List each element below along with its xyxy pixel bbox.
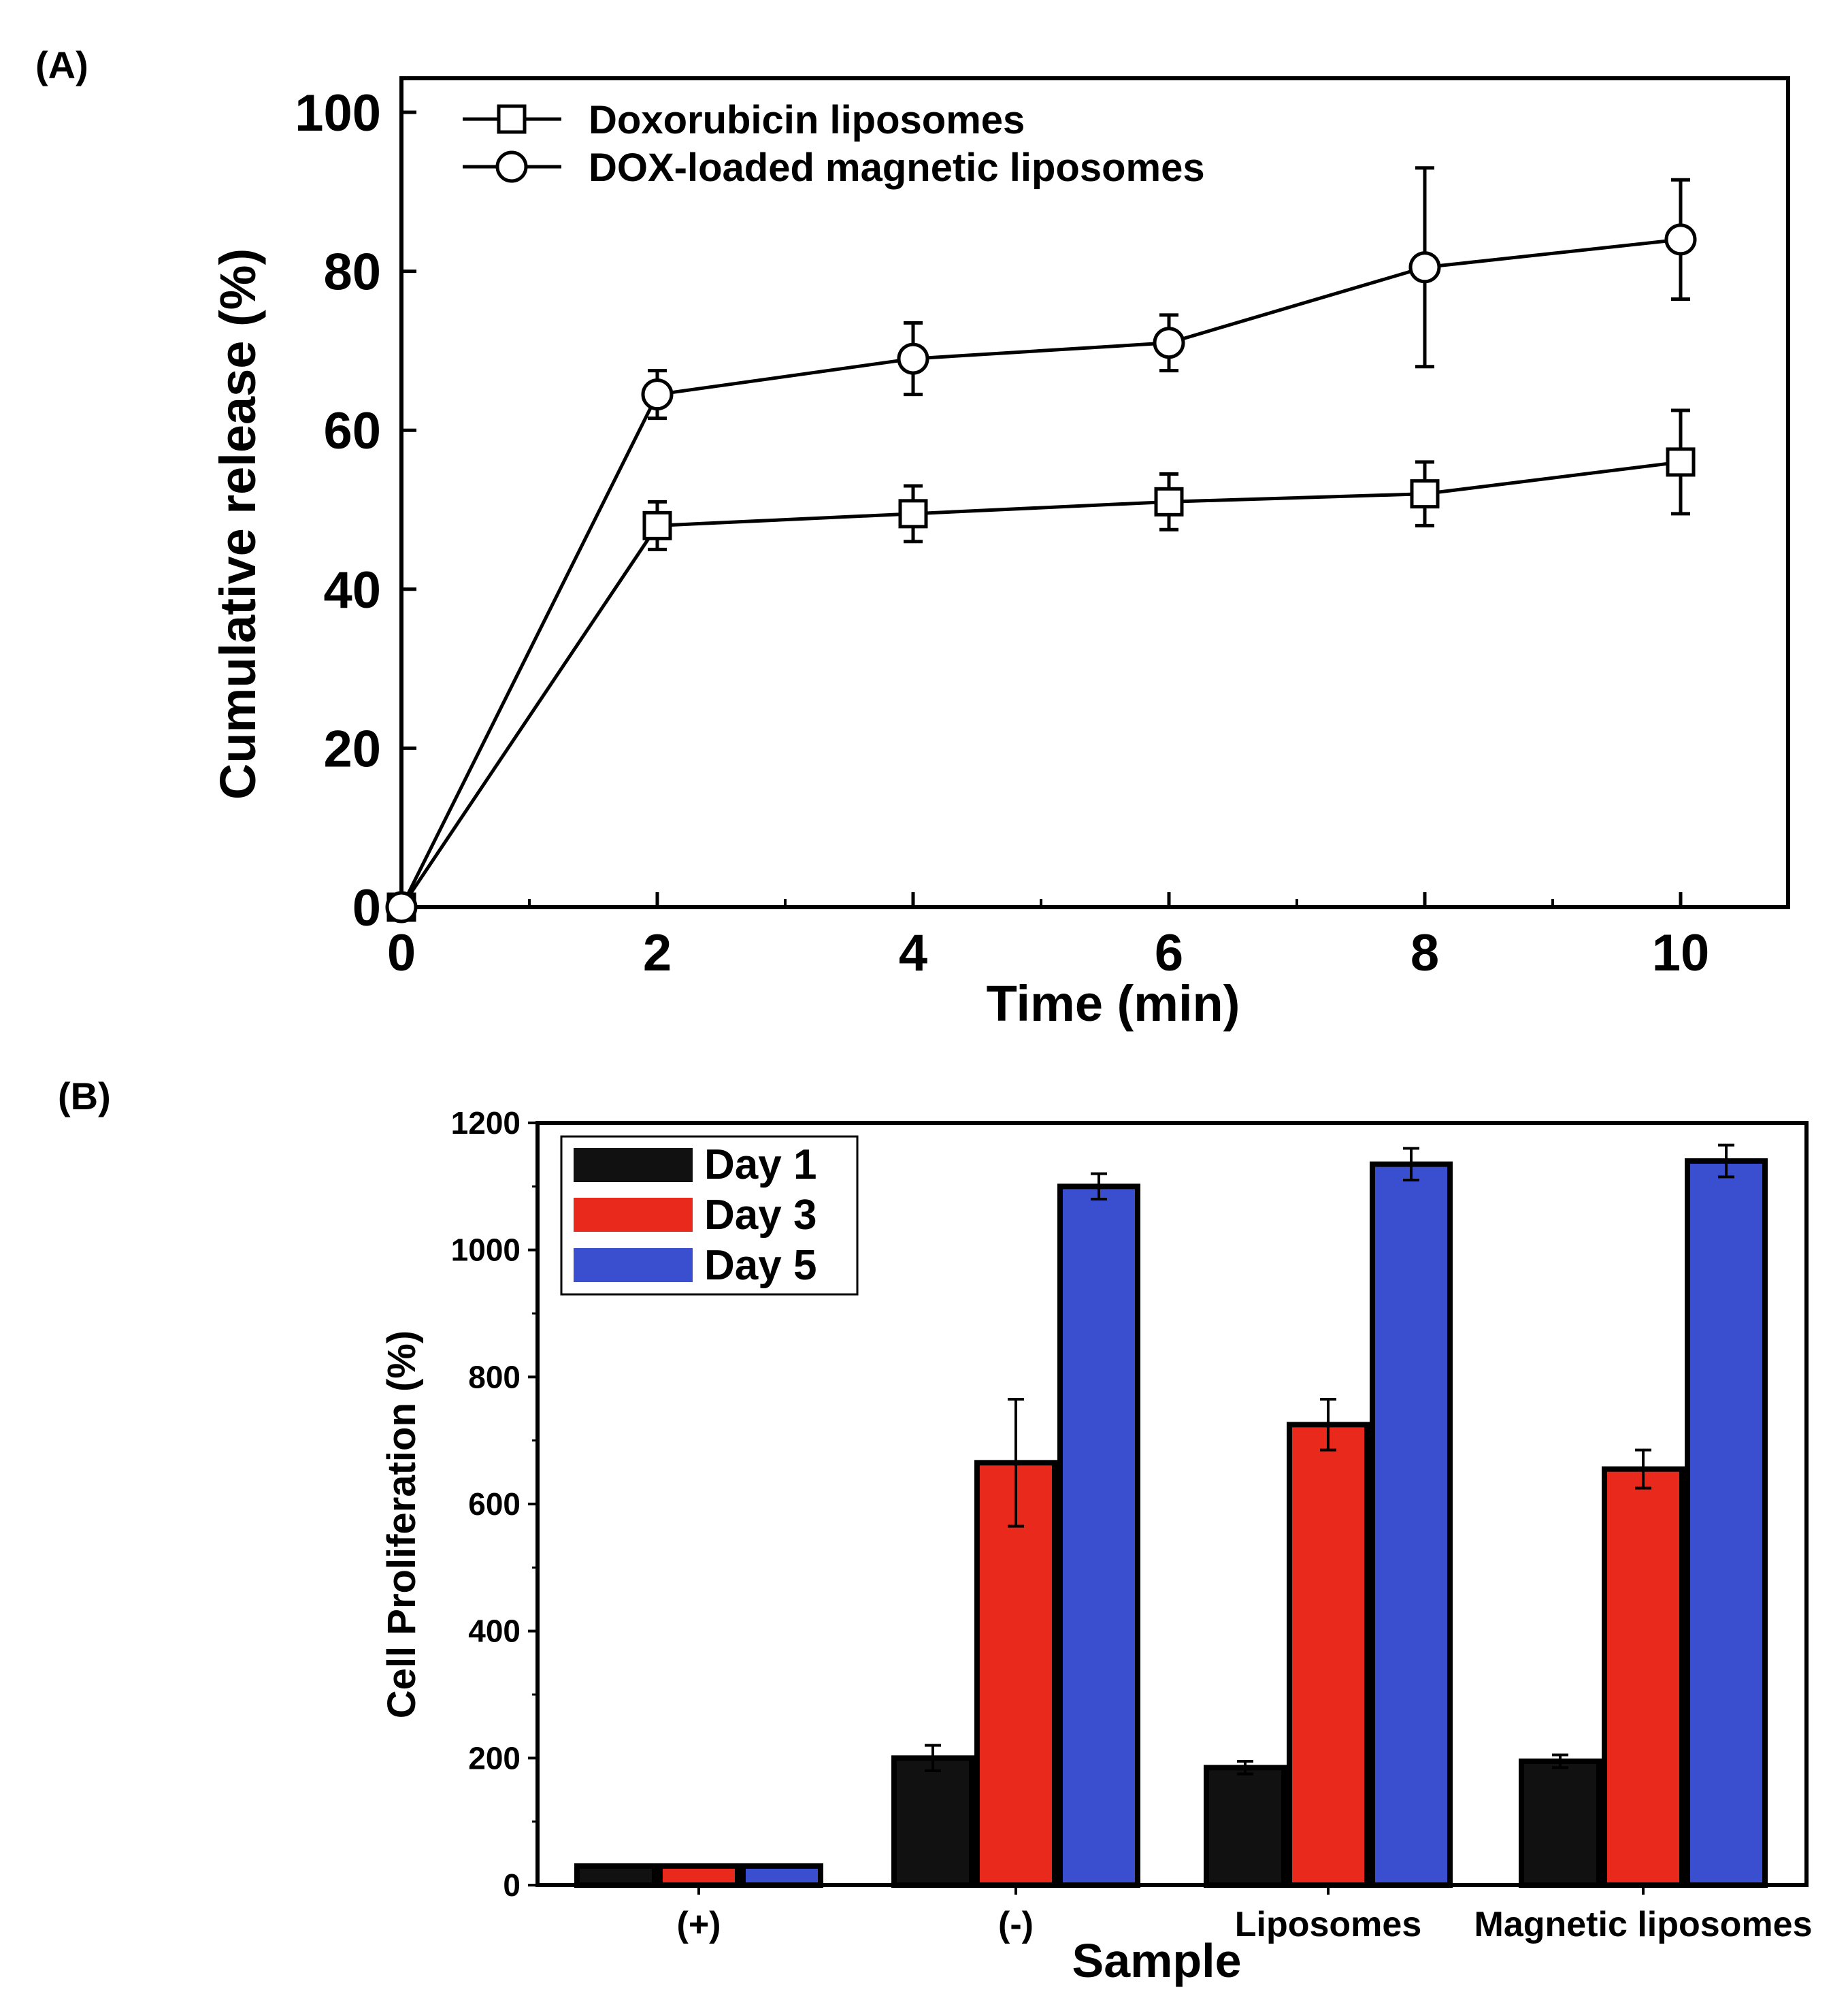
panel-b-legend: Day 1 Day 3 Day 5 <box>560 1135 859 1296</box>
square-marker-4 <box>1410 479 1440 509</box>
b-category-label-1: (-) <box>998 1905 1034 1944</box>
y-tick-label-20: 20 <box>323 720 381 778</box>
b-y-tick-label-1000: 1000 <box>451 1232 521 1268</box>
legend-swatch-day5 <box>574 1248 693 1282</box>
x-tick-label-0: 0 <box>387 924 416 982</box>
legend-circle-marker <box>495 150 528 183</box>
series-line-dox-magnetic <box>399 238 1681 909</box>
b-category-label-3: Magnetic liposomes <box>1474 1905 1813 1944</box>
circle-marker-2 <box>897 342 929 375</box>
panel-a-y-axis-label: Cumulative release (%) <box>210 248 266 800</box>
panel-b-axis-ticks: 0 200 400 600 800 1000 1200 (+) (-) Liposomes Magn… <box>451 1105 1813 1944</box>
legend-label-doxorubicin: Doxorubicin liposomes <box>589 98 1025 142</box>
bar-day5-1 <box>1057 1183 1140 1888</box>
x-tick-label-2: 2 <box>643 924 672 982</box>
legend-square-marker <box>497 104 527 134</box>
bar-day1-0 <box>574 1863 657 1888</box>
panel-a-legend: Doxorubicin liposomes DOX-loaded magneti… <box>463 98 1205 190</box>
bar-day3-3 <box>1602 1466 1685 1889</box>
bar-day5-2 <box>1370 1161 1453 1888</box>
circle-marker-5 <box>1664 223 1697 256</box>
legend-swatch-day1 <box>574 1148 693 1182</box>
bar-day3-1 <box>974 1460 1057 1888</box>
panel-a-axis-ticks: 0 20 40 60 80 100 0 2 4 6 8 10 <box>295 84 1709 982</box>
y-tick-label-0: 0 <box>352 879 381 937</box>
panel-b-y-axis-label: Cell Proliferation (%) <box>380 1330 424 1718</box>
b-category-label-2: Liposomes <box>1235 1905 1422 1944</box>
legend-label-day3: Day 3 <box>704 1192 816 1239</box>
b-y-tick-label-0: 0 <box>503 1867 521 1903</box>
legend-swatch-day3 <box>574 1198 693 1232</box>
square-marker-2 <box>898 499 928 529</box>
panel-a-line-chart: (A) 0 20 40 60 80 100 0 2 4 6 8 10 Time (min) Cumul… <box>35 44 1790 1032</box>
circle-marker-0 <box>385 891 418 924</box>
bar-day5-3 <box>1685 1158 1768 1888</box>
panel-a-series-lines <box>399 238 1681 909</box>
bar-day1-3 <box>1519 1759 1602 1888</box>
legend-label-dox-magnetic: DOX-loaded magnetic liposomes <box>589 146 1205 190</box>
x-tick-label-6: 6 <box>1155 924 1183 982</box>
b-y-tick-label-200: 200 <box>468 1740 521 1776</box>
panel-a-plot-frame <box>399 76 1790 909</box>
b-y-tick-label-600: 600 <box>468 1486 521 1522</box>
y-tick-label-40: 40 <box>323 561 381 619</box>
square-marker-5 <box>1666 447 1696 477</box>
circle-marker-1 <box>641 378 674 411</box>
b-y-tick-label-800: 800 <box>468 1359 521 1394</box>
panel-b-bars <box>574 1158 1768 1889</box>
panel-b-x-axis-label: Sample <box>1072 1934 1242 1987</box>
y-tick-label-100: 100 <box>295 84 381 142</box>
y-tick-label-80: 80 <box>323 244 381 301</box>
x-tick-label-10: 10 <box>1652 924 1710 982</box>
bar-day3-0 <box>657 1863 740 1888</box>
b-y-tick-label-400: 400 <box>468 1614 521 1649</box>
panel-b-error-bars <box>925 1143 1734 1776</box>
series-line-doxorubicin <box>399 460 1681 909</box>
panel-a-markers <box>385 223 1697 924</box>
legend-label-day5: Day 5 <box>704 1242 816 1289</box>
bar-day3-2 <box>1287 1422 1370 1888</box>
bar-day1-1 <box>891 1755 974 1888</box>
circle-marker-4 <box>1408 251 1441 284</box>
bar-day5-0 <box>740 1863 823 1888</box>
panel-a-label: (A) <box>35 44 88 86</box>
panel-a-x-axis-label: Time (min) <box>987 975 1240 1032</box>
square-marker-3 <box>1154 487 1184 517</box>
legend-label-day1: Day 1 <box>704 1141 816 1188</box>
square-marker-1 <box>642 510 672 540</box>
x-tick-label-8: 8 <box>1410 924 1439 982</box>
panel-b-label: (B) <box>58 1075 111 1117</box>
x-tick-label-4: 4 <box>899 924 927 982</box>
bar-day1-2 <box>1204 1765 1287 1888</box>
b-category-label-0: (+) <box>677 1905 721 1944</box>
panel-b-bar-chart: (B) 0 200 400 600 800 1000 1200 (+) (-) Liposomes… <box>58 1075 1813 1987</box>
circle-marker-3 <box>1153 327 1185 359</box>
b-y-tick-label-1200: 1200 <box>451 1105 521 1141</box>
y-tick-label-60: 60 <box>323 402 381 460</box>
